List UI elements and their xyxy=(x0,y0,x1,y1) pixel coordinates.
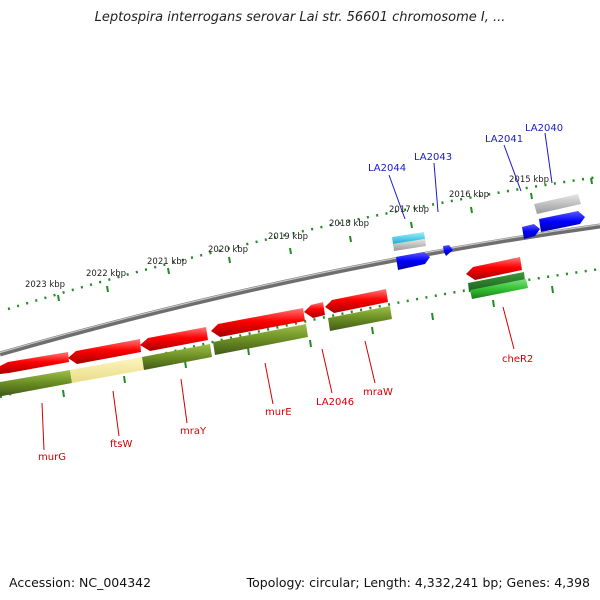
scale-label: 2023 kbp xyxy=(25,280,65,290)
callout-mraW xyxy=(364,340,376,384)
gene-murE-olive[interactable] xyxy=(213,324,308,355)
upper-major-ticks xyxy=(57,177,593,302)
scale-tick xyxy=(184,360,187,369)
scale-label: 2016 kbp xyxy=(449,190,489,200)
scale-tick xyxy=(590,177,593,185)
scale-label: 2020 kbp xyxy=(208,245,248,255)
gene-murG[interactable] xyxy=(0,352,69,374)
gene-LA2040-gray[interactable] xyxy=(534,194,581,214)
gene-callout-lines-red xyxy=(41,306,515,451)
gene-LA2046[interactable] xyxy=(304,302,325,318)
scale-label: 2019 kbp xyxy=(268,232,308,242)
gene-LA2041-blue[interactable] xyxy=(522,224,540,239)
gene-cheR2-green[interactable] xyxy=(470,279,528,299)
scale-label: 2017 kbp xyxy=(389,205,429,215)
genome-backbone-highlight xyxy=(0,223,600,354)
gene-label-mraY[interactable]: mraY xyxy=(180,426,207,437)
gene-LA2043-blue[interactable] xyxy=(443,245,453,256)
scale-tick xyxy=(492,299,495,308)
scale-tick xyxy=(470,206,473,214)
topology-summary: Topology: circular; Length: 4,332,241 bp… xyxy=(246,575,590,590)
gene-label-LA2043[interactable]: LA2043 xyxy=(414,152,452,163)
scale-label: 2022 kbp xyxy=(86,269,126,279)
accession-label: Accession: NC_004342 xyxy=(9,575,152,590)
gene-label-murG[interactable]: murG xyxy=(38,452,66,463)
scale-tick xyxy=(62,389,65,398)
gene-labels-below: murG ftsW mraY murE LA2046 mraW cheR2 xyxy=(38,354,533,463)
gene-mraY[interactable] xyxy=(140,327,208,351)
gene-ftsW[interactable] xyxy=(68,339,141,364)
forward-strand-genes xyxy=(0,257,522,374)
gene-label-murE[interactable]: murE xyxy=(265,407,292,418)
scale-tick xyxy=(349,235,352,243)
gene-murG-olive[interactable] xyxy=(0,370,72,396)
callout-cheR2 xyxy=(502,306,515,350)
scale-tick xyxy=(410,221,413,229)
gene-cheR2[interactable] xyxy=(466,257,522,280)
scale-label: 2015 kbp xyxy=(509,175,549,185)
scale-tick xyxy=(309,339,312,348)
scale-tick xyxy=(289,247,292,255)
gene-mraW[interactable] xyxy=(325,289,388,313)
callout-ftsW xyxy=(112,390,120,437)
map-title: Leptospira interrogans serovar Lai str. … xyxy=(94,10,506,25)
gene-label-LA2046[interactable]: LA2046 xyxy=(316,397,354,408)
scale-tick xyxy=(106,285,109,293)
upper-genes xyxy=(392,194,585,270)
gene-label-cheR2[interactable]: cheR2 xyxy=(502,354,533,365)
gene-LA2040-blue[interactable] xyxy=(539,211,585,232)
callout-LA2044 xyxy=(388,174,406,220)
callout-LA2040 xyxy=(544,132,553,184)
scale-label: 2018 kbp xyxy=(329,219,369,229)
scale-tick xyxy=(530,192,533,200)
scale-labels: 2023 kbp 2022 kbp 2021 kbp 2020 kbp 2019… xyxy=(25,175,549,290)
gene-cheR2-dark[interactable] xyxy=(468,272,525,292)
scale-label: 2021 kbp xyxy=(147,257,187,267)
callout-murE xyxy=(264,362,274,405)
gene-murE[interactable] xyxy=(211,308,305,337)
callout-LA2041 xyxy=(503,144,522,192)
gene-callout-lines-blue xyxy=(388,132,553,220)
gene-mraY-olive[interactable] xyxy=(142,344,212,370)
gene-LA2044-cyan[interactable] xyxy=(392,232,425,244)
scale-tick xyxy=(431,312,434,321)
gene-ftsW-yellow[interactable] xyxy=(70,357,144,383)
scale-tick xyxy=(167,267,170,275)
gene-label-LA2040[interactable]: LA2040 xyxy=(525,123,563,134)
gene-labels-above: LA2044 LA2043 LA2041 LA2040 xyxy=(368,123,563,174)
gene-LA2044-gray[interactable] xyxy=(393,239,426,251)
lower-major-ticks xyxy=(62,285,554,398)
scale-tick xyxy=(551,285,554,294)
scale-tick xyxy=(123,375,126,384)
callout-murG xyxy=(41,402,45,451)
gene-label-ftsW[interactable]: ftsW xyxy=(110,439,132,450)
callout-LA2043 xyxy=(433,162,439,213)
callout-mraY xyxy=(180,378,188,424)
gene-LA2044-blue[interactable] xyxy=(396,252,430,270)
scale-tick xyxy=(247,347,250,356)
gene-label-LA2041[interactable]: LA2041 xyxy=(485,134,523,145)
reverse-strand-genes xyxy=(0,272,528,396)
scale-tick xyxy=(57,294,60,302)
scale-tick xyxy=(228,256,231,264)
gene-label-mraW[interactable]: mraW xyxy=(363,387,393,398)
genome-backbone xyxy=(0,223,600,357)
gene-mraW-olive[interactable] xyxy=(328,306,392,331)
callout-LA2046 xyxy=(321,348,333,394)
gene-label-LA2044[interactable]: LA2044 xyxy=(368,163,406,174)
scale-tick xyxy=(371,326,374,335)
